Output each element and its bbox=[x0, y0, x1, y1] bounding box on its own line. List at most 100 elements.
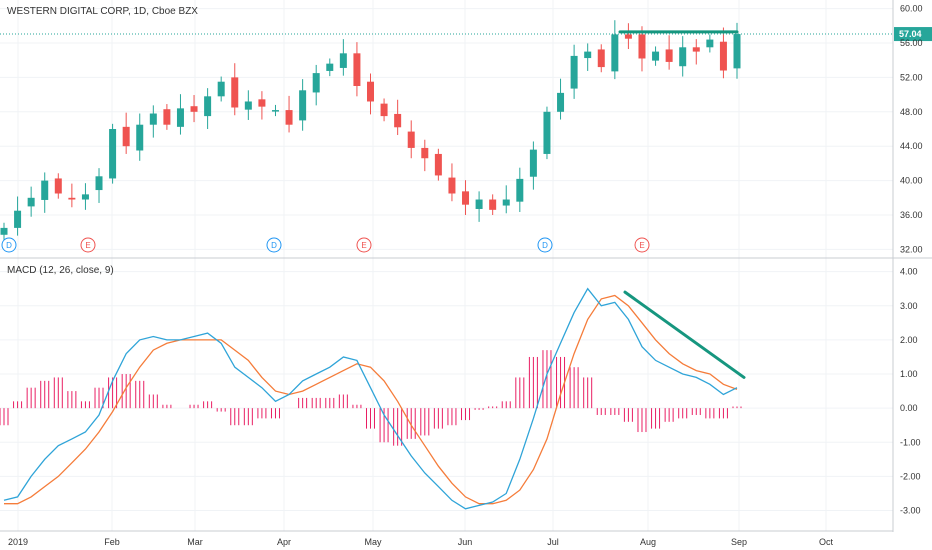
macd-y-tick-label: 0.00 bbox=[900, 403, 918, 413]
x-tick-label: Apr bbox=[277, 537, 291, 547]
candle-body bbox=[719, 41, 727, 71]
price-y-tick-label: 32.00 bbox=[900, 244, 923, 254]
candle-body bbox=[638, 34, 646, 59]
earnings-marker-label: E bbox=[85, 241, 90, 250]
earnings-marker bbox=[356, 237, 372, 253]
candle-body bbox=[285, 110, 293, 125]
candle-body bbox=[611, 34, 619, 72]
last-price-tag bbox=[894, 27, 932, 42]
candle-body bbox=[312, 73, 320, 93]
candle-body bbox=[652, 51, 660, 61]
axes bbox=[0, 0, 932, 532]
dividend-marker bbox=[1, 237, 17, 253]
candle-body bbox=[624, 34, 632, 39]
candle-body bbox=[326, 63, 334, 71]
candle-body bbox=[176, 108, 184, 127]
signal-line bbox=[4, 294, 738, 505]
price-pane: 57.04 D E D E D E bbox=[0, 20, 932, 253]
candle-body bbox=[68, 197, 76, 200]
candle-body bbox=[54, 178, 62, 194]
dividend-marker bbox=[266, 237, 282, 253]
macd-pane bbox=[0, 287, 746, 510]
candle-body bbox=[367, 81, 374, 102]
candle-body bbox=[258, 99, 266, 107]
candle-body bbox=[81, 194, 89, 200]
price-y-tick-label: 44.00 bbox=[900, 141, 923, 151]
x-tick-label: May bbox=[364, 537, 382, 547]
macd-y-tick-label: -2.00 bbox=[900, 471, 921, 481]
candle-body bbox=[41, 180, 49, 200]
earnings-marker-label: E bbox=[639, 241, 644, 250]
price-y-tick-label: 48.00 bbox=[900, 107, 923, 117]
macd-chart-title: MACD (12, 26, close, 9) bbox=[7, 265, 114, 276]
candle-body bbox=[529, 149, 537, 177]
candle-body bbox=[407, 131, 415, 148]
candle-body bbox=[0, 227, 8, 235]
last-price-label: 57.04 bbox=[899, 29, 922, 39]
candle-body bbox=[597, 49, 605, 68]
candle-body bbox=[136, 124, 144, 151]
x-tick-label: Jul bbox=[547, 537, 559, 547]
dividend-marker-label: D bbox=[542, 241, 548, 250]
macd-y-tick-label: 4.00 bbox=[900, 267, 918, 277]
macd-y-tick-label: 1.00 bbox=[900, 369, 918, 379]
earnings-marker bbox=[634, 237, 650, 253]
candle-body bbox=[421, 147, 429, 159]
x-tick-label: Sep bbox=[731, 537, 747, 547]
macd-y-tick-label: -3.00 bbox=[900, 506, 921, 516]
x-tick-label: Feb bbox=[104, 537, 120, 547]
x-tick-label: Oct bbox=[819, 537, 834, 547]
x-tick-label: Jun bbox=[458, 537, 473, 547]
candle-body bbox=[462, 191, 470, 205]
candle-body bbox=[339, 53, 347, 68]
dividend-marker-label: D bbox=[6, 241, 12, 250]
candle-body bbox=[502, 199, 510, 206]
candle-body bbox=[570, 55, 578, 89]
candle-body bbox=[584, 51, 592, 59]
candle-body bbox=[516, 178, 524, 202]
x-tick-label: 2019 bbox=[8, 537, 28, 547]
price-y-tick-label: 40.00 bbox=[900, 176, 923, 186]
price-y-tick-label: 52.00 bbox=[900, 72, 923, 82]
candle-body bbox=[190, 106, 198, 112]
candle-body bbox=[244, 101, 252, 110]
candle-body bbox=[353, 53, 361, 86]
candle-body bbox=[543, 111, 551, 154]
candle-body bbox=[14, 210, 22, 228]
candle-body bbox=[163, 109, 171, 125]
x-tick-label: Aug bbox=[640, 537, 656, 547]
candle-body bbox=[557, 92, 565, 112]
macd-y-tick-label: 2.00 bbox=[900, 335, 918, 345]
candle-body bbox=[231, 77, 239, 108]
candle-body bbox=[122, 126, 130, 147]
candle-body bbox=[299, 90, 307, 121]
macd-y-tick-label: 3.00 bbox=[900, 301, 918, 311]
candle-body bbox=[217, 81, 225, 97]
candle-body bbox=[665, 49, 673, 62]
candle-body bbox=[733, 34, 741, 69]
candle-body bbox=[380, 103, 388, 117]
price-y-tick-label: 60.00 bbox=[900, 4, 923, 14]
candle-body bbox=[434, 153, 442, 176]
price-y-tick-label: 56.00 bbox=[900, 38, 923, 48]
candle-body bbox=[271, 110, 279, 112]
candle-body bbox=[448, 177, 456, 194]
macd-line bbox=[3, 287, 738, 510]
candle-body bbox=[95, 176, 103, 191]
candle-body bbox=[394, 113, 402, 128]
candle-body bbox=[706, 39, 714, 48]
candle-body bbox=[692, 47, 700, 52]
candle-body bbox=[679, 47, 687, 67]
macd-y-tick-label: -1.00 bbox=[900, 437, 921, 447]
labels: WESTERN DIGITAL CORP, 1D, Cboe BZX MACD … bbox=[7, 4, 923, 547]
price-y-tick-label: 36.00 bbox=[900, 210, 923, 220]
earnings-marker bbox=[80, 237, 96, 253]
candle-body bbox=[27, 197, 35, 207]
candle-body bbox=[489, 199, 497, 210]
candle-body bbox=[475, 199, 483, 209]
dividend-marker bbox=[537, 237, 553, 253]
price-chart-title: WESTERN DIGITAL CORP, 1D, Cboe BZX bbox=[7, 6, 198, 17]
candle-body bbox=[109, 129, 117, 179]
